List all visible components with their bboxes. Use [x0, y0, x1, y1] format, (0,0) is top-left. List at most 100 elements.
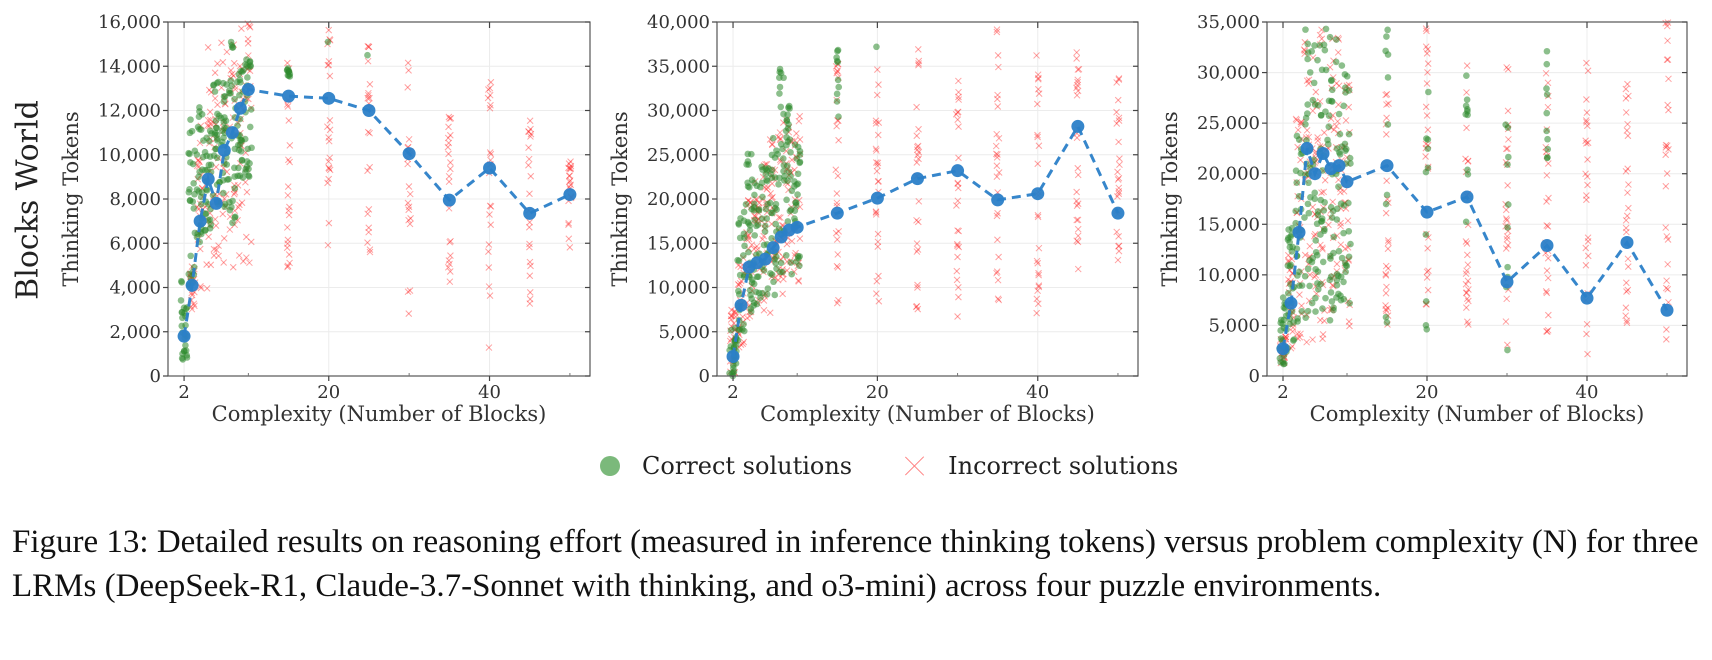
correct-point: [241, 135, 249, 143]
mean-point: [1420, 205, 1434, 219]
incorrect-point: [1463, 62, 1471, 70]
incorrect-point: [526, 218, 534, 226]
incorrect-point-stroke: [527, 133, 534, 140]
incorrect-point-stroke: [226, 226, 234, 233]
y-tick-label: 4,000: [109, 278, 161, 299]
incorrect-point-stroke: [204, 116, 212, 124]
incorrect-point-stroke: [214, 60, 221, 67]
incorrect-point-stroke: [405, 66, 412, 74]
incorrect-point-stroke: [566, 178, 573, 186]
incorrect-point: [729, 312, 736, 320]
incorrect-point: [207, 261, 215, 269]
correct-point: [214, 137, 221, 144]
incorrect-point: [364, 167, 371, 175]
incorrect-point-stroke: [525, 128, 532, 135]
incorrect-point: [284, 263, 291, 271]
correct-point: [1543, 85, 1550, 92]
incorrect-point-stroke: [227, 67, 235, 74]
correct-point: [220, 98, 228, 105]
incorrect-point: [1424, 286, 1432, 294]
incorrect-point-stroke: [246, 23, 254, 31]
incorrect-point: [1424, 245, 1432, 252]
incorrect-point: [1624, 80, 1631, 88]
correct-point: [1326, 33, 1334, 41]
correct-point: [182, 342, 189, 349]
incorrect-point: [446, 115, 454, 122]
correct-point: [1424, 136, 1432, 143]
incorrect-point-stroke: [286, 203, 293, 211]
incorrect-point-stroke: [445, 139, 453, 147]
incorrect-point-stroke: [285, 211, 293, 219]
incorrect-point: [191, 302, 198, 310]
incorrect-point: [366, 94, 373, 102]
incorrect-point-stroke: [366, 163, 374, 171]
incorrect-point-stroke: [283, 224, 291, 231]
incorrect-point-stroke: [525, 128, 532, 135]
incorrect-point-stroke: [238, 199, 246, 207]
correct-point: [1330, 304, 1337, 312]
incorrect-point-stroke: [567, 158, 574, 165]
incorrect-point: [1342, 117, 1350, 124]
scatter-points: [1276, 19, 1672, 368]
incorrect-point: [1544, 79, 1552, 87]
incorrect-point-stroke: [727, 312, 735, 320]
incorrect-point-stroke: [487, 150, 495, 158]
incorrect-point-stroke: [286, 142, 294, 149]
incorrect-point: [567, 162, 575, 170]
incorrect-point-stroke: [525, 128, 533, 136]
incorrect-point: [1383, 101, 1390, 108]
incorrect-point-stroke: [212, 222, 220, 229]
chart-deepseek-r1: 02,0004,0006,0008,00010,00012,00014,0001…: [59, 12, 591, 426]
chart-o3-mini: 05,00010,00015,00020,00025,00030,00035,0…: [1158, 12, 1688, 426]
mean-point: [1580, 291, 1594, 305]
correct-point: [1382, 313, 1390, 321]
correct-point: [1504, 224, 1511, 231]
mean-point: [483, 161, 497, 175]
incorrect-point-stroke: [284, 191, 292, 199]
legend-label-correct: Correct solutions: [642, 452, 853, 480]
correct-point: [1302, 26, 1309, 33]
legend-item-incorrect: Incorrect solutions: [904, 452, 1178, 480]
incorrect-point-stroke: [405, 203, 413, 211]
correct-point: [1335, 183, 1342, 191]
correct-point: [1424, 164, 1432, 172]
correct-point: [1314, 268, 1322, 275]
correct-point: [177, 297, 185, 304]
incorrect-point: [486, 202, 494, 210]
incorrect-point: [204, 122, 211, 129]
y-tick-label: 14,000: [98, 56, 161, 77]
incorrect-point: [223, 48, 231, 56]
incorrect-point-stroke: [197, 284, 205, 292]
incorrect-point: [404, 160, 412, 168]
incorrect-point-stroke: [286, 158, 294, 166]
incorrect-point: [485, 283, 493, 290]
incorrect-point-stroke: [205, 86, 213, 94]
incorrect-point-stroke: [525, 128, 533, 136]
incorrect-point-stroke: [242, 233, 250, 241]
correct-point: [1384, 121, 1392, 128]
correct-point: [229, 44, 237, 51]
incorrect-point-stroke: [284, 156, 292, 164]
incorrect-point-stroke: [525, 144, 532, 151]
correct-point: [1293, 179, 1301, 186]
incorrect-point-stroke: [228, 70, 236, 78]
incorrect-point: [244, 40, 252, 47]
incorrect-point-stroke: [326, 72, 334, 80]
y-tick-label: 2,000: [109, 322, 161, 343]
incorrect-point: [444, 134, 452, 142]
incorrect-point-stroke: [366, 248, 374, 256]
incorrect-point: [1312, 88, 1320, 96]
incorrect-point-stroke: [228, 70, 236, 78]
incorrect-point-stroke: [324, 61, 332, 69]
incorrect-point-stroke: [326, 116, 334, 124]
incorrect-point: [1332, 122, 1340, 130]
incorrect-point: [1664, 260, 1672, 268]
incorrect-point-stroke: [485, 86, 492, 93]
incorrect-point-stroke: [446, 268, 454, 275]
correct-point: [1345, 253, 1353, 261]
correct-point: [1543, 91, 1551, 98]
correct-point: [1321, 198, 1328, 206]
incorrect-point: [1505, 136, 1512, 143]
incorrect-point-stroke: [525, 161, 532, 169]
incorrect-point-stroke: [487, 78, 495, 86]
